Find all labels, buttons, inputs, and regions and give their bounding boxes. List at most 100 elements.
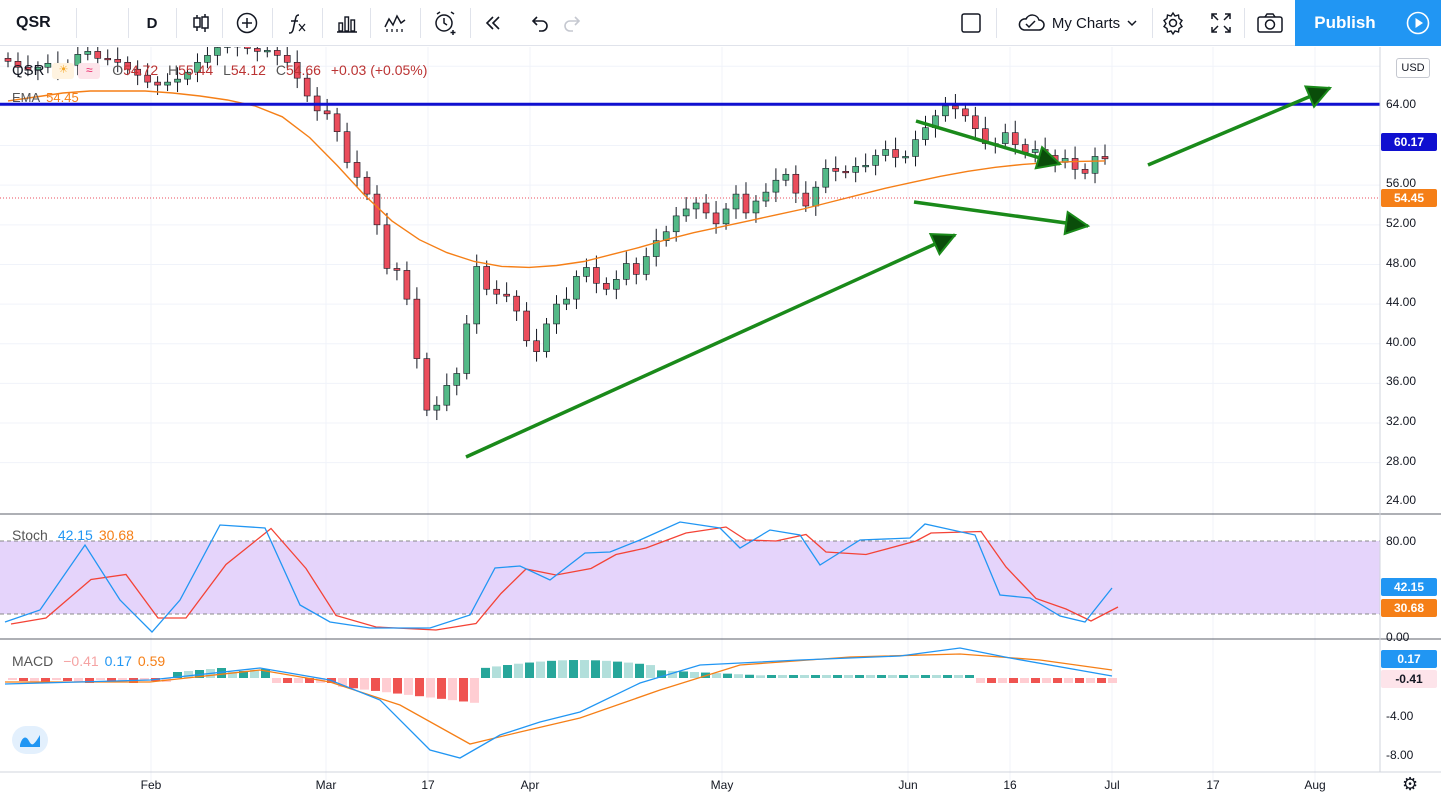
macd-hist-bar [272,678,281,683]
candle-body [1011,132,1019,145]
candle-body [273,50,281,56]
macd-hist-bar [591,660,600,678]
macd-hist-label: -0.41 [1381,670,1437,688]
publish-button[interactable]: Publish [1295,0,1395,46]
candle-body [194,61,201,73]
candle-body [982,128,989,144]
macd-hist-bar [745,674,754,678]
macd-hist-bar [8,678,17,680]
candle-body [44,62,52,68]
macd-hist-bar [976,678,985,683]
stoch-d-value: 30.68 [98,527,134,543]
interval-button[interactable]: D [146,14,158,32]
macd-hist-bar [580,660,589,678]
candle-body [383,224,391,269]
stoch-overbought-band [0,541,1380,614]
stoch-legend[interactable]: Stoch 42.15 30.68 [12,527,134,543]
close-value: 54.66 [285,62,321,78]
resistance-price-label: 60.17 [1381,133,1437,151]
sun-icon[interactable]: ☀ [52,63,75,80]
play-icon[interactable] [1395,0,1441,46]
macd-hist-bar [85,678,94,683]
candle-body [573,276,580,300]
chart-canvas[interactable] [0,47,1441,803]
ema-legend[interactable]: EMA 54.45 [12,90,79,105]
candle-body [543,323,550,352]
price-tick: 32.00 [1386,414,1417,428]
macd-hist-bar [679,671,688,678]
undo-icon[interactable] [522,0,556,46]
candle-body [343,131,351,163]
grid [0,47,1380,782]
pane-dividers[interactable] [0,47,1441,773]
toolbar-divider [322,8,323,38]
macd-hist-bar [426,678,435,698]
financials-bars-icon[interactable] [330,0,364,46]
macd-hist-bar [52,678,61,680]
macd-hist-bar [514,663,523,678]
my-charts-label: My Charts [1051,14,1121,32]
candle-body [413,298,421,359]
select-layout-square-icon[interactable] [950,0,992,46]
wave-icon[interactable]: ≈ [78,63,101,80]
stoch-tick: 80.00 [1386,534,1417,548]
macd-hist-bar [41,678,50,683]
candle-body [752,200,760,214]
candle-body [493,288,500,295]
indicators-fx-icon[interactable] [280,0,314,46]
toolbar-divider [76,8,77,38]
stoch-label: Stoch [12,527,48,543]
ema-line [7,90,1106,269]
macd-hist-bar [250,670,259,678]
my-charts-button[interactable]: My Charts [1002,0,1152,46]
candle-body [722,208,730,225]
axis-settings-gear-icon[interactable]: ⚙ [1402,774,1419,794]
macd-hist-bar [789,675,798,678]
macd-hist-bar [943,675,952,678]
symbol-search-button[interactable]: QSR [16,14,51,31]
macd-hist-bar [734,674,743,678]
snapshot-camera-icon[interactable] [1252,0,1288,46]
currency-badge[interactable]: USD [1396,58,1430,78]
price-tick: 52.00 [1386,216,1417,230]
compare-plus-icon[interactable] [230,0,264,46]
macd-hist-bar [998,678,1007,683]
macd-hist-bar [1075,678,1084,683]
macd-hist-bar [965,675,974,678]
tradingview-logo[interactable] [12,726,48,754]
candles-style-icon[interactable] [184,0,218,46]
templates-wave-icon[interactable] [378,0,412,46]
fullscreen-icon[interactable] [1204,0,1238,46]
macd-legend[interactable]: MACD −0.41 0.17 0.59 [12,653,165,669]
alert-clock-icon[interactable] [428,0,462,46]
candle-body [632,263,640,275]
bar-replay-icon[interactable] [476,0,510,46]
macd-hist-bar [1009,678,1018,683]
candle-body [742,193,750,214]
candle-body [553,303,560,325]
candle-body [473,266,481,325]
close-label: C [275,62,286,78]
macd-hist-bar [492,666,501,678]
open-label: O [112,62,124,78]
candle-body [184,71,191,80]
macd-hist-bar [1086,678,1095,683]
low-value: 54.12 [230,62,266,78]
settings-gear-icon[interactable] [1156,0,1190,46]
macd-hist-bar [294,678,303,683]
trend-arrows[interactable] [465,85,1333,459]
macd-tick: -4.00 [1386,709,1414,723]
stoch-tick: 0.00 [1386,630,1410,644]
macd-hist-bar [371,678,380,691]
macd-hist-bar [954,675,963,678]
redo-icon[interactable] [556,0,590,46]
trend-arrow-head [1034,145,1063,170]
macd-hist-bar [921,675,930,678]
candle-body [433,404,441,411]
macd-hist-bar [778,675,787,678]
candle-body [323,110,331,115]
trend-arrow-line [913,200,1089,228]
macd-hist-bar [525,662,534,678]
macd-hist-bar [261,669,270,678]
macd-hist-bar [217,668,226,678]
